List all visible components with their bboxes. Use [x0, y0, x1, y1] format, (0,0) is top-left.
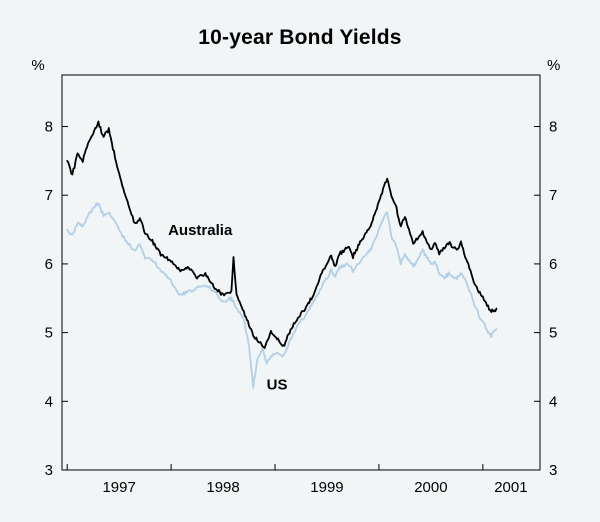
series-line-us — [66, 202, 498, 389]
series-label-australia: Australia — [168, 222, 233, 239]
y-tick-label-right: 3 — [549, 462, 557, 479]
y-tick-label-right: 5 — [549, 325, 557, 342]
y-tick-label-left: 4 — [45, 393, 53, 410]
y-tick-label-right: 8 — [549, 119, 557, 136]
series-line-australia — [66, 120, 498, 350]
x-tick-label: 2000 — [414, 479, 447, 496]
y-tick-label-left: 3 — [45, 462, 53, 479]
x-tick-label: 1998 — [206, 479, 239, 496]
y-tick-label-right: 7 — [549, 187, 557, 204]
x-tick-label: 1997 — [102, 479, 135, 496]
y-axis-unit-left: % — [31, 57, 45, 74]
series-label-us: US — [267, 377, 288, 394]
y-tick-label-left: 7 — [45, 187, 53, 204]
y-tick-label-left: 6 — [45, 256, 53, 273]
x-tick-label: 1999 — [310, 479, 343, 496]
y-tick-label-right: 6 — [549, 256, 557, 273]
y-tick-label-left: 8 — [45, 119, 53, 136]
chart-title: 10-year Bond Yields — [198, 26, 402, 49]
y-tick-label-right: 4 — [549, 393, 557, 410]
x-tick-label: 2001 — [494, 479, 527, 496]
plot-frame — [61, 74, 541, 471]
y-tick-label-left: 5 — [45, 325, 53, 342]
y-axis-unit-right: % — [547, 57, 561, 74]
